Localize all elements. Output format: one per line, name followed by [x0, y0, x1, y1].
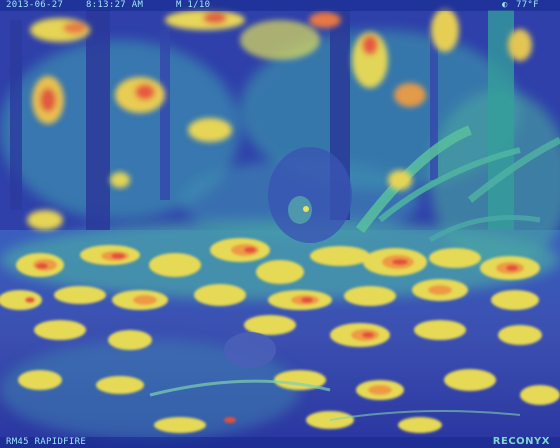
- animal-silhouette: [268, 147, 352, 243]
- top-info-band: [0, 0, 560, 11]
- temperature-readout: 77°F: [516, 0, 539, 10]
- capture-time: 8:13:27 AM: [86, 0, 143, 10]
- capture-mode: M 1/10: [176, 0, 210, 10]
- camera-model: RM45 RAPIDFIRE: [6, 437, 86, 447]
- brand-logo: RECONYX: [493, 436, 550, 447]
- capture-date: 2013-06-27: [6, 0, 63, 10]
- moon-phase-icon: ◐: [502, 0, 508, 10]
